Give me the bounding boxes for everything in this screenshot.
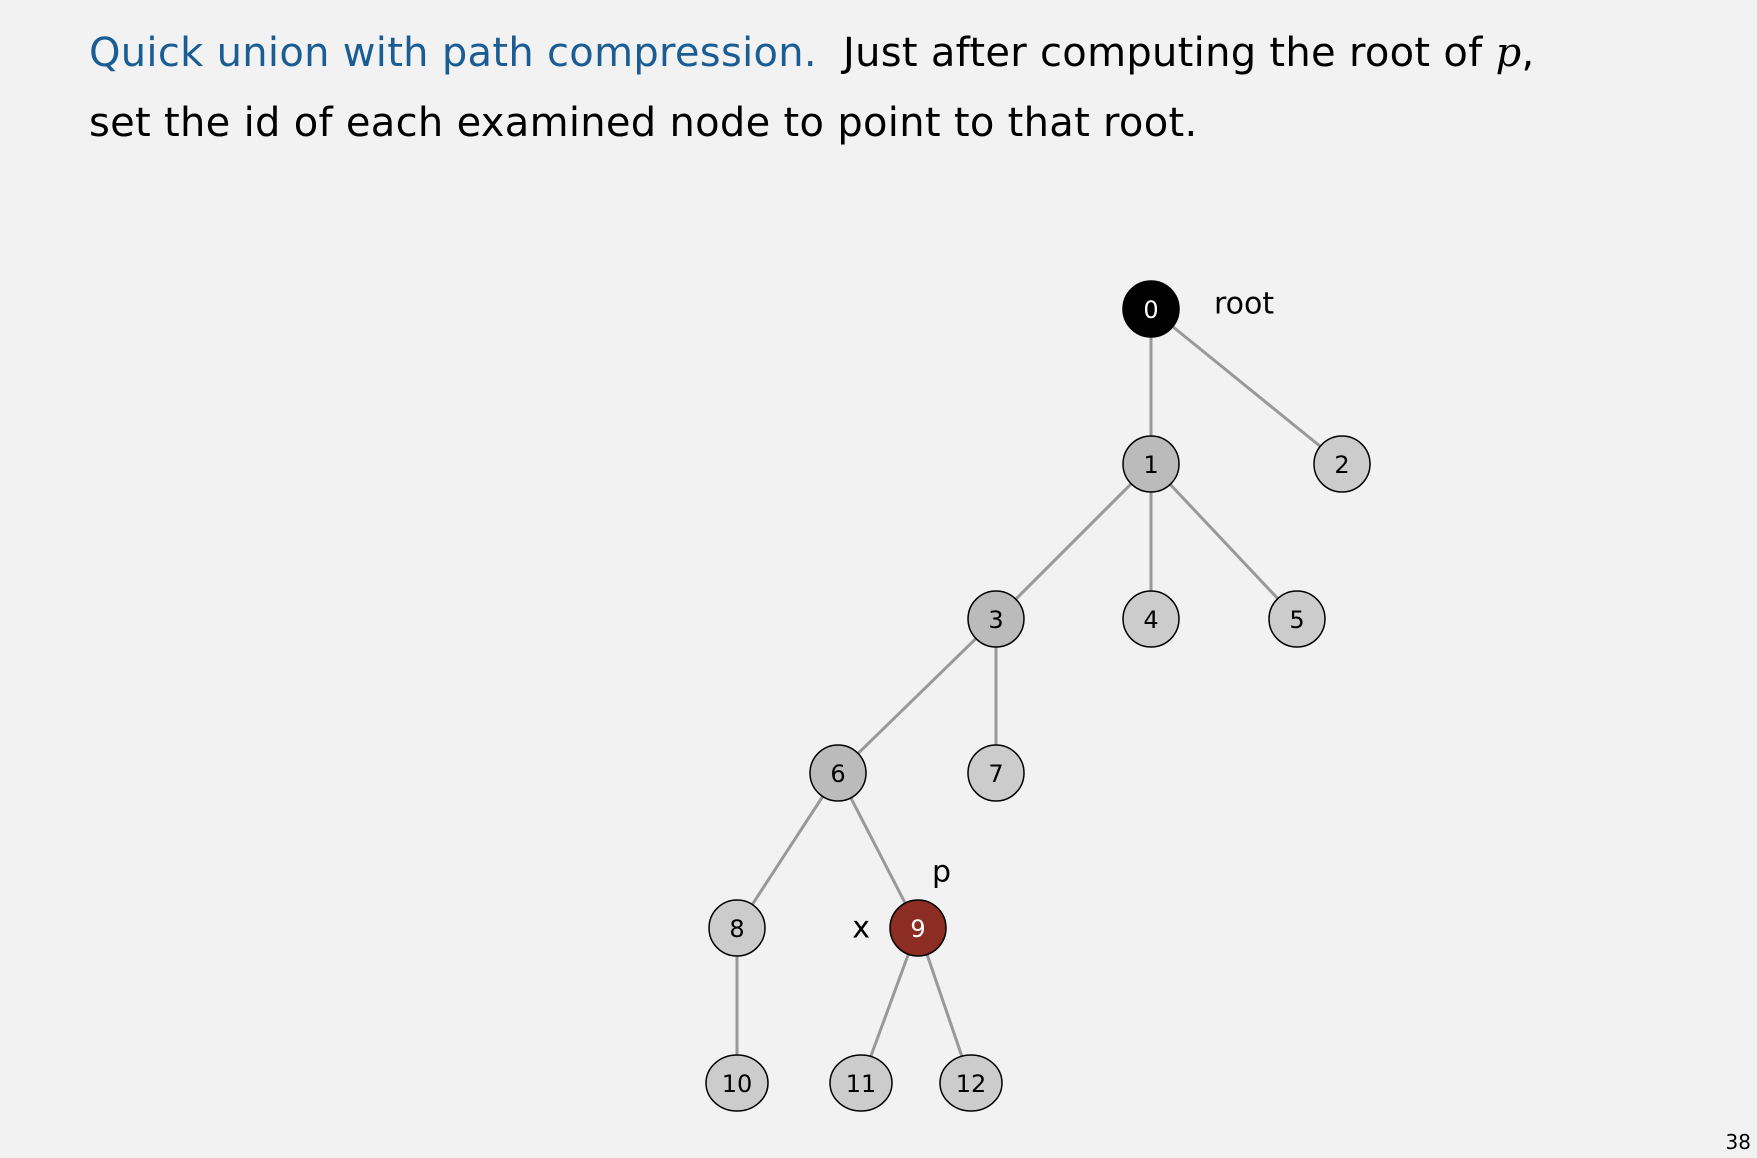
tree-node-0: 0 [1122,280,1180,338]
node-circle-2 [1313,435,1371,493]
heading-text: Just after computing the root of [842,30,1483,76]
node-circle-9 [889,899,947,957]
node-circle-8 [708,899,766,957]
node-circle-10 [705,1054,769,1112]
node-circle-12 [939,1054,1003,1112]
tree-edges [735,307,1343,1084]
annotation-x: x [852,911,870,946]
tree-node-9: 9 [889,899,947,957]
edge-6-8 [735,772,840,929]
node-label-12: 12 [956,1070,987,1098]
node-circle-11 [829,1054,893,1112]
tree-node-4: 4 [1122,590,1180,648]
annotation-p: p [932,855,951,890]
node-label-1: 1 [1143,451,1158,479]
node-circle-3 [967,590,1025,648]
tree-annotations: root p x [852,287,1274,946]
edge-0-2 [1150,307,1343,466]
tree-node-10: 10 [705,1054,769,1112]
heading-line2: set the id of each examined node to poin… [89,100,1198,146]
slide-number: 38 [1725,1130,1751,1154]
node-label-11: 11 [846,1070,877,1098]
node-label-3: 3 [988,606,1003,634]
node-label-6: 6 [830,760,845,788]
tree-nodes: 01 23 4 56 78 910 11 12 [705,280,1371,1112]
node-label-5: 5 [1289,606,1304,634]
node-circle-5 [1268,590,1326,648]
node-label-7: 7 [988,760,1003,788]
tree-node-2: 2 [1313,435,1371,493]
node-label-8: 8 [729,915,744,943]
node-circle-4 [1122,590,1180,648]
tree-node-1: 1 [1122,435,1180,493]
annotation-root: root [1214,287,1274,322]
edge-1-3 [994,462,1153,621]
tree-node-6: 6 [809,744,867,802]
heading-comma: , [1521,30,1535,76]
node-label-9: 9 [910,915,925,943]
tree-node-5: 5 [1268,590,1326,648]
edge-1-5 [1149,462,1299,621]
tree-node-8: 8 [708,899,766,957]
slide-heading: Quick union with path compression. Just … [89,18,1729,158]
node-label-10: 10 [722,1070,753,1098]
tree-node-3: 3 [967,590,1025,648]
tree-node-7: 7 [967,744,1025,802]
node-label-0: 0 [1143,296,1158,324]
node-circle-1 [1122,435,1180,493]
tree-node-11: 11 [829,1054,893,1112]
node-label-2: 2 [1334,451,1349,479]
node-label-4: 4 [1143,606,1158,634]
heading-variable: p [1495,30,1522,76]
node-circle-6 [809,744,867,802]
tree-node-12: 12 [939,1054,1003,1112]
edge-3-6 [836,617,998,775]
node-circle-7 [967,744,1025,802]
heading-lead: Quick union with path compression. [89,30,817,76]
edge-6-9 [836,772,920,929]
node-circle-0 [1122,280,1180,338]
